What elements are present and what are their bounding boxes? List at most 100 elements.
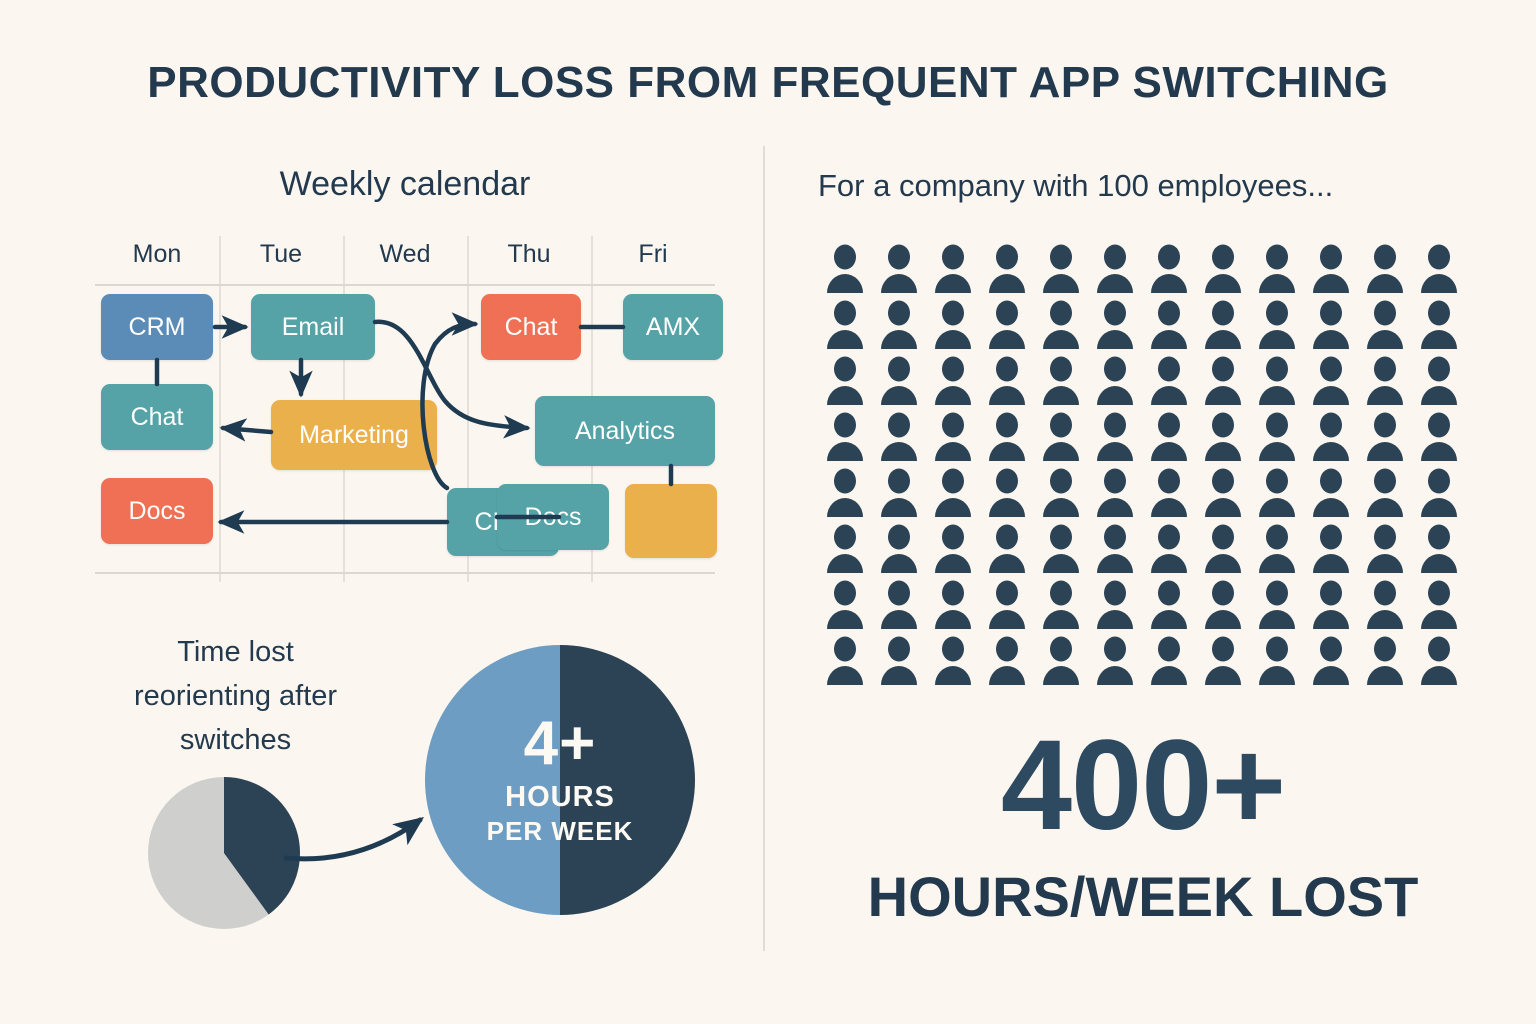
person-icon <box>827 412 863 461</box>
person-icon <box>1259 356 1295 405</box>
person-icon <box>1151 636 1187 685</box>
person-icon <box>1097 636 1133 685</box>
person-icon <box>1205 412 1241 461</box>
person-icon <box>1205 244 1241 293</box>
person-icon <box>1259 580 1295 629</box>
person-icon <box>1151 300 1187 349</box>
app-box-label: Marketing <box>299 420 409 449</box>
time-lost-pie-chart <box>148 777 300 929</box>
person-icon <box>1367 524 1403 573</box>
person-icon <box>935 412 971 461</box>
person-icon <box>1421 356 1457 405</box>
hours-lost-value: 400+ <box>1000 714 1286 857</box>
employee-pictogram-grid <box>818 243 1466 691</box>
calendar-section-title: Weekly calendar <box>279 165 531 203</box>
person-icon <box>881 300 917 349</box>
calendar-day-label-wed: Wed <box>379 240 431 268</box>
person-icon <box>1043 580 1079 629</box>
person-icon <box>1421 412 1457 461</box>
person-icon <box>1205 300 1241 349</box>
calendar-day-label-tue: Tue <box>259 240 303 268</box>
app-box-label: Docs <box>128 496 186 525</box>
calendar-app-box-docs-mon[interactable]: Docs <box>101 478 213 544</box>
person-icon <box>1151 468 1187 517</box>
person-icon <box>1367 468 1403 517</box>
person-icon <box>1205 636 1241 685</box>
person-icon <box>1043 636 1079 685</box>
person-icon <box>1313 524 1349 573</box>
person-icon <box>827 524 863 573</box>
person-icon <box>1097 468 1133 517</box>
person-icon <box>935 356 971 405</box>
company-size-caption: For a company with 100 employees... <box>818 168 1334 203</box>
person-icon <box>1421 244 1457 293</box>
calendar-app-box-analytics-thu[interactable]: Analytics <box>535 396 715 466</box>
person-icon <box>827 580 863 629</box>
person-icon <box>881 468 917 517</box>
person-icon <box>935 580 971 629</box>
person-icon <box>881 524 917 573</box>
person-icon <box>1313 244 1349 293</box>
calendar-app-box-crm-mon[interactable]: CRM <box>101 294 213 360</box>
person-icon <box>1097 412 1133 461</box>
person-icon <box>1205 524 1241 573</box>
person-icon <box>1259 300 1295 349</box>
person-icon <box>827 636 863 685</box>
person-icon <box>1421 580 1457 629</box>
circle-left-half <box>425 645 560 915</box>
app-box-label: CRM <box>128 312 186 341</box>
person-icon <box>989 356 1025 405</box>
person-icon <box>989 524 1025 573</box>
person-icon <box>1151 580 1187 629</box>
person-icon <box>1367 244 1403 293</box>
person-icon <box>989 580 1025 629</box>
calendar-app-box-chat-thu[interactable]: Chat <box>481 294 581 360</box>
circle-right-half <box>560 645 695 915</box>
app-box-label: Docs <box>524 502 582 531</box>
person-icon <box>935 468 971 517</box>
person-icon <box>1367 300 1403 349</box>
person-icon <box>989 300 1025 349</box>
calendar-gridline-horizontal <box>95 572 715 574</box>
person-icon <box>1043 300 1079 349</box>
person-icon <box>1097 356 1133 405</box>
person-icon <box>827 244 863 293</box>
calendar-app-box-email-tue[interactable]: Email <box>251 294 375 360</box>
calendar-app-box-marketing-tue[interactable]: Marketing <box>271 400 437 470</box>
person-icon <box>1313 412 1349 461</box>
hours-per-week-circle <box>425 645 695 915</box>
calendar-app-box-chat-mon[interactable]: Chat <box>101 384 213 450</box>
calendar-app-box-amx-fri[interactable]: AMX <box>623 294 723 360</box>
person-icon <box>1313 636 1349 685</box>
hours-lost-label: HOURS/WEEK LOST <box>867 865 1419 928</box>
person-icon <box>1151 524 1187 573</box>
person-icon <box>1151 412 1187 461</box>
person-icon <box>1043 412 1079 461</box>
person-icon <box>1097 244 1133 293</box>
person-icon <box>1205 468 1241 517</box>
app-box-label: AMX <box>645 312 701 341</box>
person-icon <box>935 244 971 293</box>
person-icon <box>1421 636 1457 685</box>
person-icon <box>1313 356 1349 405</box>
person-icon <box>1151 356 1187 405</box>
calendar-app-box-docs-thu[interactable]: Docs <box>497 484 609 550</box>
person-icon <box>881 412 917 461</box>
calendar-day-label-fri: Fri <box>638 240 668 268</box>
pie-to-circle-arrow <box>283 817 425 862</box>
person-icon <box>1097 300 1133 349</box>
person-icon <box>935 636 971 685</box>
person-icon <box>1421 524 1457 573</box>
page-title: PRODUCTIVITY LOSS FROM FREQUENT APP SWIT… <box>147 58 1389 107</box>
person-icon <box>1205 580 1241 629</box>
person-icon <box>1259 412 1295 461</box>
person-icon <box>1421 300 1457 349</box>
person-icon <box>827 356 863 405</box>
person-icon <box>1313 468 1349 517</box>
person-icon <box>1259 468 1295 517</box>
person-icon <box>1259 524 1295 573</box>
calendar-app-box-blank-fri[interactable] <box>625 484 717 558</box>
person-icon <box>881 244 917 293</box>
person-icon <box>989 244 1025 293</box>
